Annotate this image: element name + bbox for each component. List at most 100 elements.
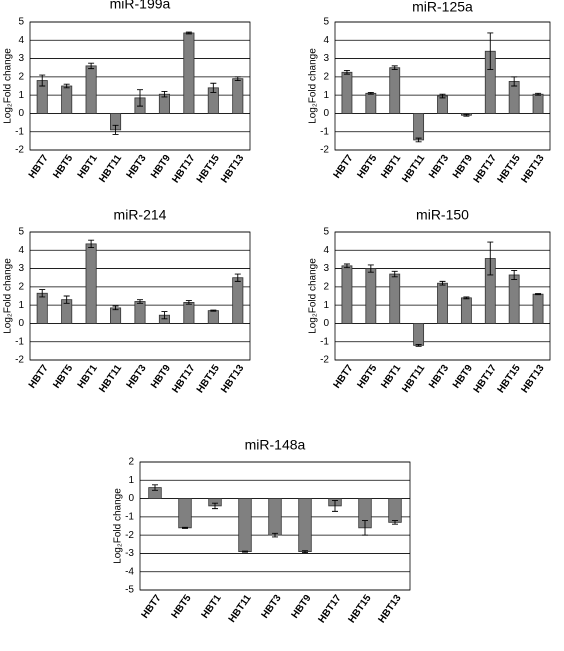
bar xyxy=(298,498,312,553)
x-tick-label: HBT3 xyxy=(260,593,284,621)
error-bar xyxy=(161,311,168,320)
bar xyxy=(110,307,122,324)
y-axis-label: Log₂Fold change xyxy=(3,48,14,124)
error-bar xyxy=(212,502,218,510)
error-bar xyxy=(332,499,338,512)
y-tick-label: 3 xyxy=(323,263,329,274)
y-tick-label: 3 xyxy=(18,263,24,274)
bar xyxy=(413,113,425,141)
y-tick-label: 0 xyxy=(323,318,329,329)
bar xyxy=(388,498,402,523)
bar xyxy=(183,32,195,114)
y-tick-label: 4 xyxy=(18,35,24,46)
bar xyxy=(508,274,520,324)
x-tick-label: HBT5 xyxy=(170,593,194,621)
bar xyxy=(268,498,282,536)
x-tick-label: HBT7 xyxy=(332,363,356,391)
y-tick-label: 2 xyxy=(18,71,24,82)
bar xyxy=(437,282,448,324)
y-tick-label: 1 xyxy=(128,475,134,486)
x-tick-label: HBT9 xyxy=(290,593,314,621)
x-tick-label: HBT3 xyxy=(125,153,149,181)
x-tick-label: HBT11 xyxy=(97,363,124,395)
error-bar xyxy=(415,137,422,143)
error-bar xyxy=(392,520,398,525)
y-tick-label: 3 xyxy=(18,53,24,64)
y-tick-label: 2 xyxy=(18,281,24,292)
error-bar xyxy=(152,484,158,491)
x-tick-label: HBT5 xyxy=(355,153,379,181)
x-tick-label: HBT13 xyxy=(219,363,246,396)
x-tick-label: HBT15 xyxy=(195,363,222,396)
x-tick-label: HBT9 xyxy=(451,363,475,391)
error-bar xyxy=(367,91,374,95)
bar xyxy=(389,273,401,324)
error-bar xyxy=(463,296,470,300)
y-tick-label: -1 xyxy=(15,336,24,347)
error-bar xyxy=(185,300,192,305)
error-bar xyxy=(39,289,46,298)
bar xyxy=(232,277,244,324)
error-bar xyxy=(88,239,95,248)
y-tick-label: -3 xyxy=(125,548,134,559)
y-tick-label: 2 xyxy=(323,71,329,82)
error-bar xyxy=(112,305,119,311)
bar xyxy=(413,323,425,346)
error-bar xyxy=(367,264,374,273)
y-tick-label: -4 xyxy=(125,566,134,577)
error-bar xyxy=(463,113,470,117)
x-tick-label: HBT13 xyxy=(376,593,403,626)
bar xyxy=(85,243,97,324)
bar xyxy=(238,498,252,553)
x-tick-label: HBT11 xyxy=(400,153,427,185)
chart-title: miR-148a xyxy=(245,437,306,453)
y-tick-label: -2 xyxy=(125,530,134,541)
bar xyxy=(437,95,448,114)
x-tick-label: HBT5 xyxy=(355,363,379,391)
chart-title: miR-199a xyxy=(110,0,171,12)
y-tick-label: -2 xyxy=(15,145,24,156)
x-tick-label: HBT1 xyxy=(379,153,403,181)
error-bar xyxy=(185,31,192,35)
error-bar xyxy=(511,269,518,280)
x-tick-label: HBT1 xyxy=(76,363,100,391)
y-tick-label: 2 xyxy=(323,281,329,292)
y-tick-label: -1 xyxy=(15,126,24,137)
bar xyxy=(36,292,48,324)
y-tick-label: 2 xyxy=(128,457,134,468)
error-bar xyxy=(210,309,217,312)
y-tick-label: 1 xyxy=(18,90,24,101)
y-tick-label: 5 xyxy=(18,17,24,28)
x-tick-label: HBT15 xyxy=(195,153,222,186)
x-tick-label: HBT15 xyxy=(346,593,373,626)
bar xyxy=(232,78,244,114)
error-bar xyxy=(439,280,446,286)
error-bar xyxy=(302,550,308,553)
error-bar xyxy=(391,65,398,70)
chart-title: miR-125a xyxy=(412,0,473,15)
y-tick-label: 0 xyxy=(323,108,329,119)
bar xyxy=(207,310,219,324)
y-tick-label: 0 xyxy=(18,318,24,329)
x-tick-label: HBT17 xyxy=(316,593,343,626)
y-tick-label: -2 xyxy=(15,355,24,366)
error-bar xyxy=(234,273,241,282)
x-tick-label: HBT11 xyxy=(227,593,254,625)
x-tick-label: HBT5 xyxy=(51,363,75,391)
error-bar xyxy=(487,241,494,276)
y-tick-label: -2 xyxy=(320,355,329,366)
chart-title: miR-214 xyxy=(114,207,167,223)
x-tick-label: HBT13 xyxy=(219,153,246,186)
bar xyxy=(365,268,377,324)
y-tick-label: 5 xyxy=(323,17,329,28)
error-bar xyxy=(137,89,143,107)
y-axis-label: Log₂Fold change xyxy=(308,258,319,334)
x-tick-label: HBT1 xyxy=(76,153,100,181)
error-bar xyxy=(415,344,422,347)
y-axis-label: Log₂Fold change xyxy=(113,488,124,564)
error-bar xyxy=(234,76,241,81)
error-bar xyxy=(161,91,168,98)
bar xyxy=(134,301,146,324)
bar xyxy=(183,301,195,324)
